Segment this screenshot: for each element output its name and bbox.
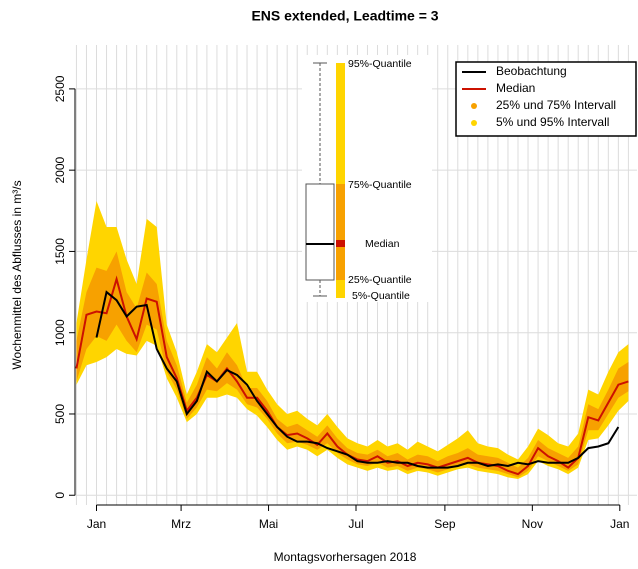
legend: Beobachtung Median 25% und 75% Intervall 5%…	[455, 61, 637, 137]
chart-title: ENS extended, Leadtime = 3	[251, 8, 438, 24]
boxplot-key: 95%-Quantile 75%-Quantile Median 25%-Qua…	[302, 55, 432, 302]
legend-label: Beobachtung	[496, 64, 567, 78]
x-axis-label: Montagsvorhersagen 2018	[274, 550, 417, 564]
box	[305, 183, 335, 281]
y-axis-label: Wochenmittel des Abflusses in m³/s	[10, 180, 24, 369]
y-tick-label: 1000	[53, 319, 67, 346]
legend-label: 5% und 95% Intervall	[496, 115, 609, 129]
x-tick-label: Jan	[610, 517, 629, 531]
key-label: Median	[365, 238, 400, 250]
y-tick-label: 2500	[53, 75, 67, 102]
x-tick-label: Jan	[87, 517, 106, 531]
key-inner	[336, 184, 345, 280]
y-tick-label: 2000	[53, 156, 67, 183]
key-label: 5%-Quantile	[352, 290, 410, 302]
y-tick-label: 1500	[53, 238, 67, 265]
y-tick-label: 0	[53, 492, 67, 499]
interval-band	[76, 201, 629, 479]
plot-area	[75, 201, 629, 479]
x-tick-label: Mrz	[171, 517, 191, 531]
legend-box	[455, 61, 637, 137]
interval-band	[76, 251, 629, 478]
legend-label: Median	[496, 81, 535, 95]
y-tick-label: 500	[53, 404, 67, 424]
key-label: 25%-Quantile	[348, 274, 412, 286]
x-tick-label: Mai	[259, 517, 278, 531]
x-tick-label: Sep	[434, 517, 456, 531]
x-tick-label: Jul	[348, 517, 363, 531]
legend-swatch	[471, 103, 477, 109]
key-outer	[336, 63, 345, 298]
legend-label: 25% und 75% Intervall	[496, 98, 616, 112]
x-tick-label: Nov	[522, 517, 543, 531]
legend-swatch	[471, 120, 477, 126]
key-label: 75%-Quantile	[348, 179, 412, 191]
axes: 0 500 1000 1500 2000 2500 Jan Mrz Mai Jul Sep Nov Ja…	[53, 75, 629, 531]
key-median	[336, 240, 345, 247]
key-label: 95%-Quantile	[348, 58, 412, 70]
series-line	[95, 290, 620, 469]
